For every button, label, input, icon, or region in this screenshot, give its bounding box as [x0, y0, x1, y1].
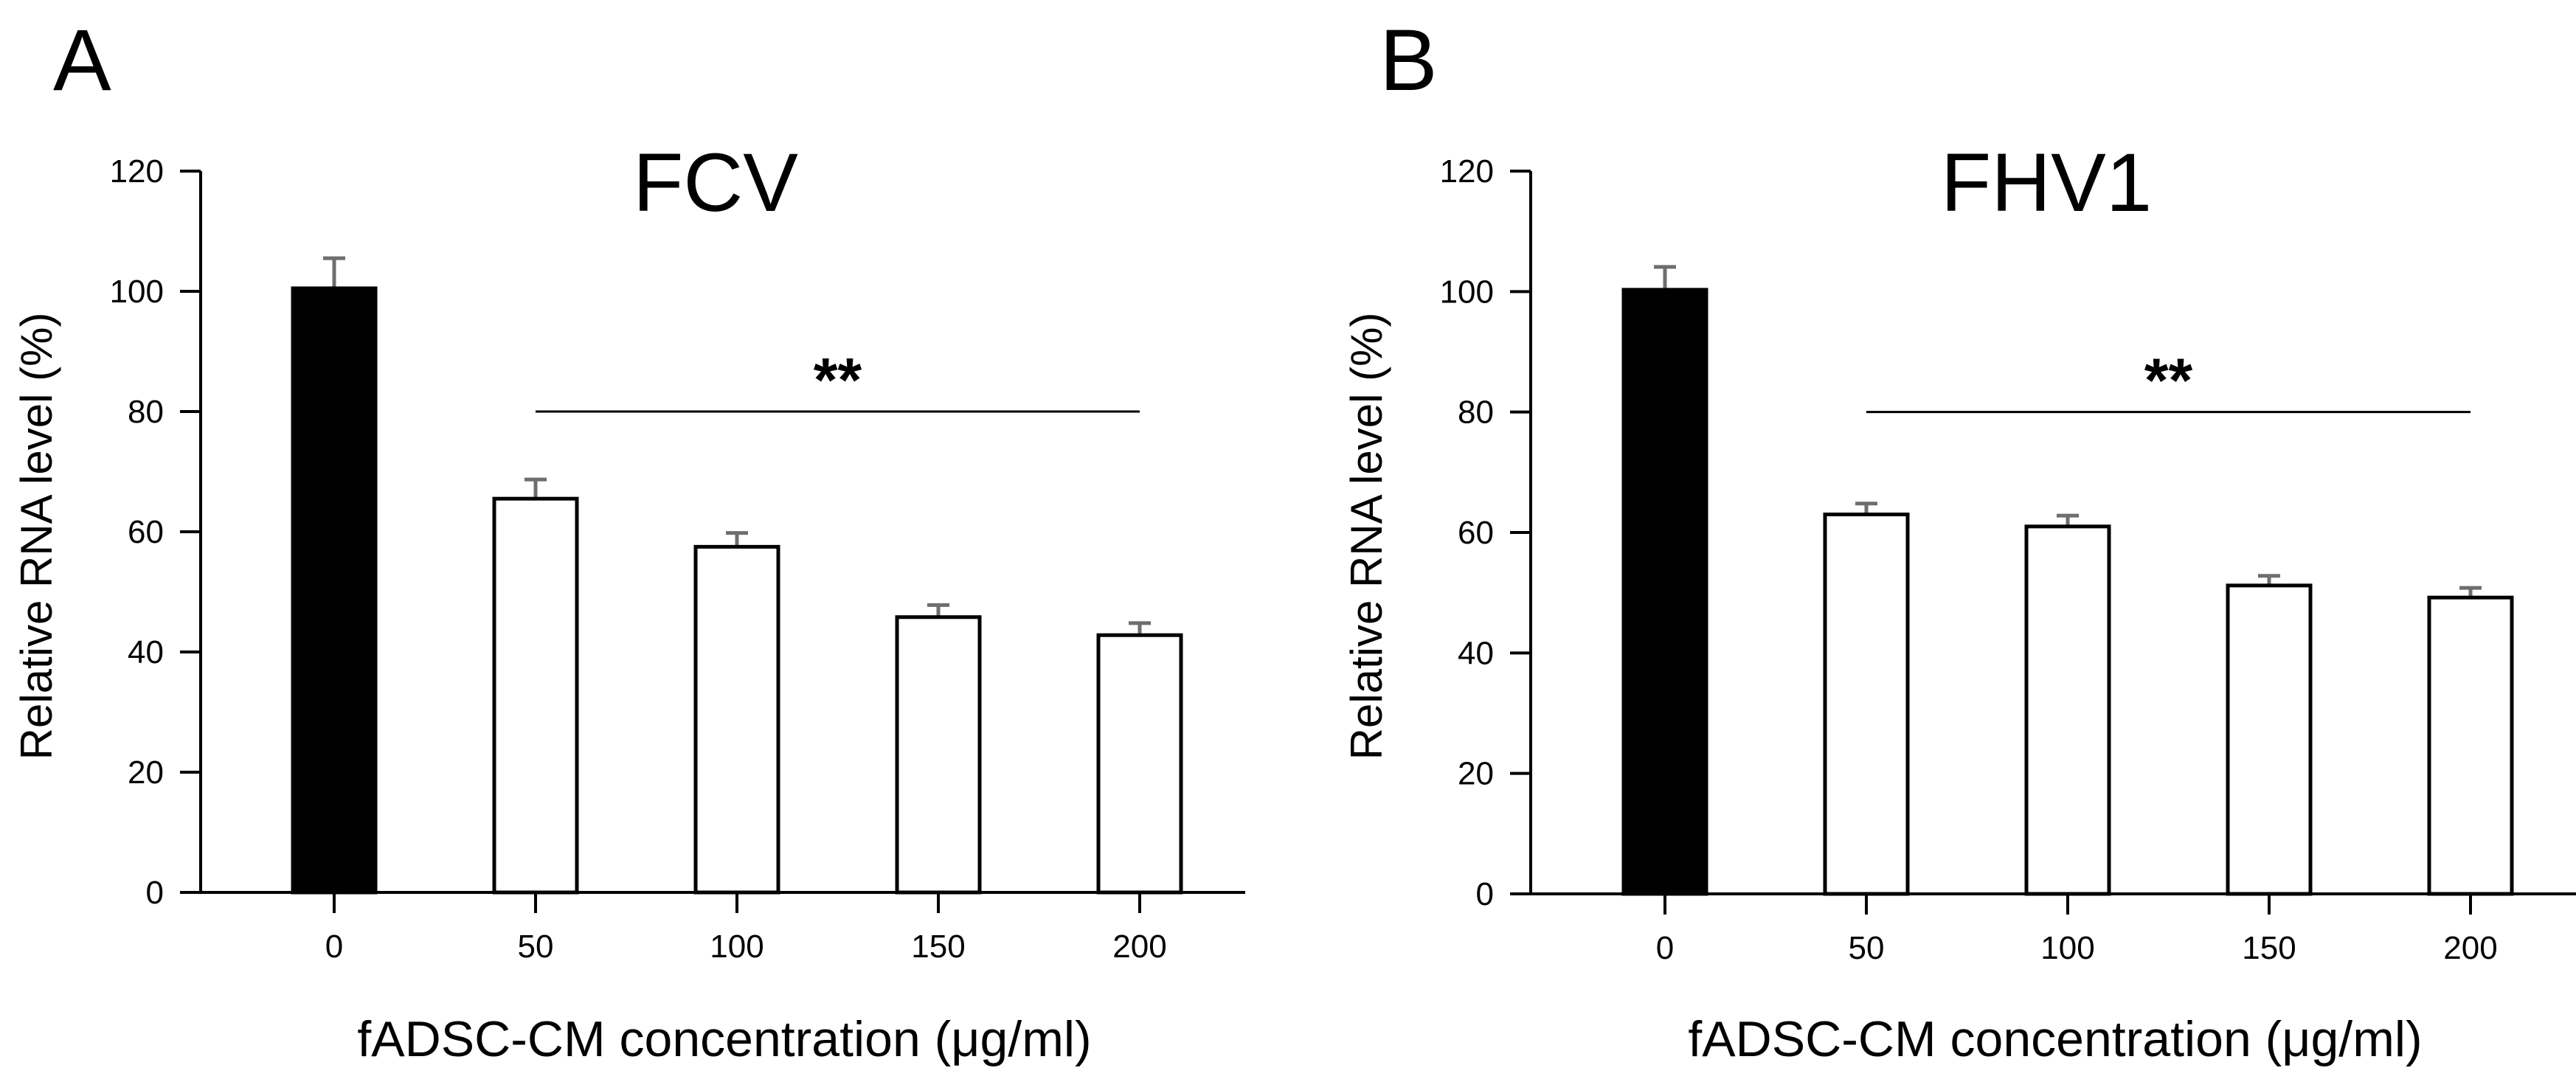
y-tick-label-a: 40 [128, 634, 164, 670]
panel-letter-a: A [53, 12, 111, 109]
plot-area-a: 0 20 40 60 80 100 120 0 50 100 150 200 ** [110, 153, 1245, 965]
y-axis-label-a: Relative RNA level (%) [12, 313, 61, 760]
chart-title-fcv: FCV [633, 136, 798, 229]
y-tick-label-a: 80 [128, 394, 164, 430]
panel-a: A FCV Relative RNA level (%) fADSC-CM co… [12, 12, 1245, 1067]
y-tick-label-b: 120 [1440, 153, 1494, 190]
x-axis-label-a: fADSC-CM concentration (μg/ml) [357, 1011, 1091, 1067]
y-tick-label-b: 0 [1476, 876, 1494, 912]
x-tick-label-b: 100 [2040, 930, 2094, 966]
y-tick-label-b: 40 [1458, 635, 1494, 671]
x-tick-label-a: 100 [710, 929, 764, 965]
x-tick-label-b: 150 [2242, 930, 2296, 966]
x-tick-label-a: 0 [325, 929, 343, 965]
y-tick-label-b: 100 [1440, 274, 1494, 310]
y-tick-label-a: 100 [110, 274, 164, 310]
plot-area-b: 0 20 40 60 80 100 120 0 50 100 150 200 ** [1440, 153, 2576, 966]
x-axis-label-b: fADSC-CM concentration (μg/ml) [1688, 1011, 2422, 1067]
x-tick-label-a: 150 [911, 929, 965, 965]
y-tick-label-a: 20 [128, 754, 164, 791]
y-tick-label-b: 60 [1458, 515, 1494, 551]
significance-label-b: ** [2144, 346, 2193, 415]
panel-letter-b: B [1379, 12, 1438, 109]
bar-a-200 [1096, 633, 1183, 895]
chart-title-fhv1: FHV1 [1941, 136, 2152, 229]
y-tick-label-a: 60 [128, 514, 164, 550]
panel-b: B FHV1 Relative RNA level (%) fADSC-CM c… [1342, 12, 2576, 1067]
significance-label-a: ** [814, 345, 862, 414]
bar-b-150 [2226, 583, 2313, 896]
bar-b-50 [1823, 513, 1910, 896]
bar-b-100 [2024, 524, 2111, 896]
x-tick-label-b: 0 [1656, 930, 1674, 966]
x-tick-label-b: 200 [2443, 930, 2497, 966]
y-tick-label-b: 20 [1458, 756, 1494, 792]
y-tick-label-b: 80 [1458, 395, 1494, 431]
bar-a-0 [291, 286, 378, 895]
y-tick-label-a: 120 [110, 153, 164, 190]
bar-a-50 [492, 496, 579, 895]
x-tick-label-b: 50 [1849, 930, 1885, 966]
bar-a-100 [693, 544, 780, 895]
x-tick-label-a: 50 [518, 929, 554, 965]
bar-a-150 [895, 615, 982, 895]
y-tick-label-a: 0 [146, 875, 164, 911]
bar-b-0 [1621, 288, 1708, 896]
x-tick-label-a: 200 [1112, 929, 1166, 965]
bar-b-200 [2427, 595, 2514, 896]
y-axis-label-b: Relative RNA level (%) [1342, 313, 1391, 760]
